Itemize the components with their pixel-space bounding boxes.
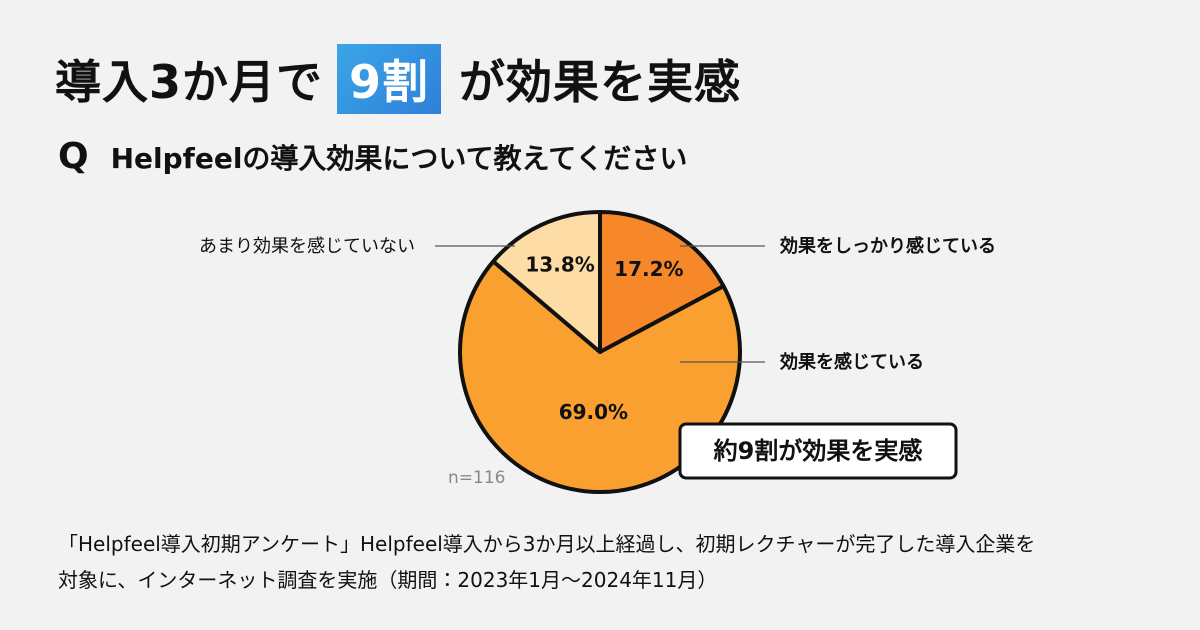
category-label: あまり効果を感じていない <box>199 236 415 257</box>
sample-size: n=116 <box>448 468 505 488</box>
question-marker: Q <box>58 136 89 177</box>
value-label: 69.0% <box>559 400 628 424</box>
note-line: 対象に、インターネット調査を実施（期間：2023年1月〜2024年11月） <box>58 568 718 592</box>
value-label: 13.8% <box>525 252 594 276</box>
title-text: 導入3か月で <box>55 55 324 109</box>
pie-slice <box>458 259 742 494</box>
title-text: が効果を実感 <box>459 55 742 109</box>
title: 導入3か月で 9割 が効果を実感 <box>55 44 741 114</box>
pie-slice <box>598 210 726 354</box>
pie-slice <box>491 210 602 354</box>
title-highlight: 9割 <box>337 44 442 114</box>
callout: 約9割が効果を実感 <box>713 437 923 465</box>
category-label: 効果をしっかり感じている <box>779 235 996 257</box>
callout-box <box>678 422 958 480</box>
value-label: 17.2% <box>614 257 683 281</box>
question-text: Helpfeelの導入効果について教えてください <box>110 141 688 175</box>
note: 「Helpfeel導入初期アンケート」Helpfeel導入から3か月以上経過し、… <box>58 526 1035 598</box>
category-label: 効果を感じている <box>779 351 924 373</box>
question: Q Helpfeelの導入効果について教えてください <box>58 136 687 177</box>
note-line: 「Helpfeel導入初期アンケート」Helpfeel導入から3か月以上経過し、… <box>58 532 1036 556</box>
